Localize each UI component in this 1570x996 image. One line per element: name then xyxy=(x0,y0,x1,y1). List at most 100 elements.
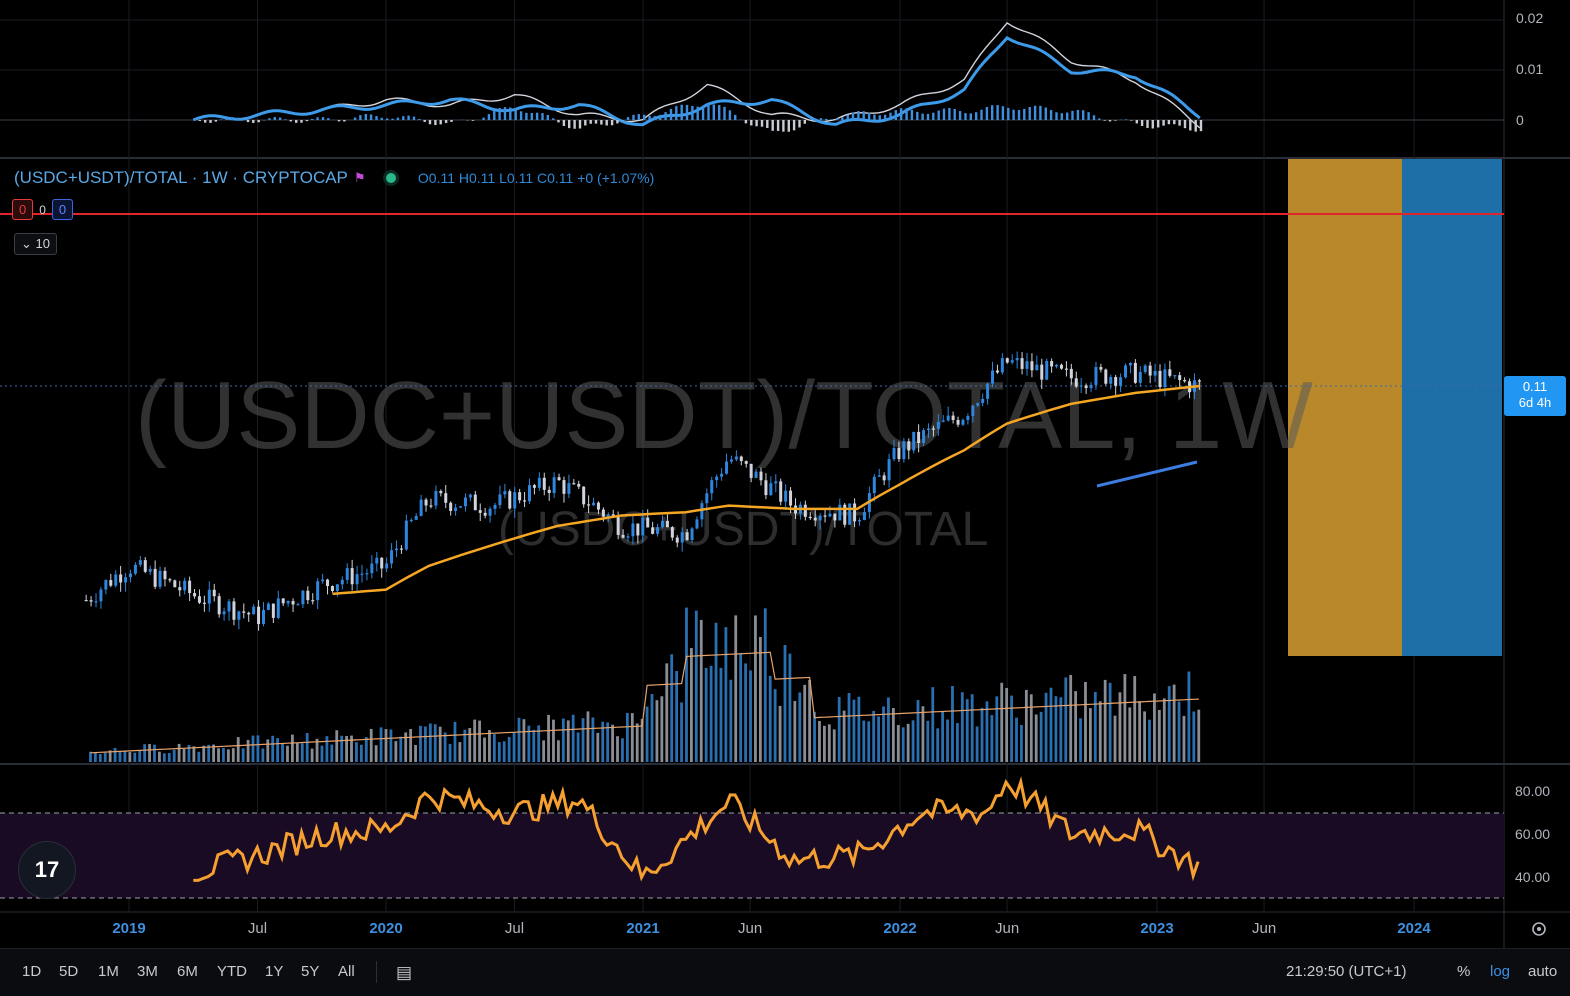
candle-body[interactable] xyxy=(562,480,565,494)
candle-body[interactable] xyxy=(232,601,235,619)
candle-body[interactable] xyxy=(952,416,955,420)
candle-body[interactable] xyxy=(149,569,152,572)
candle-body[interactable] xyxy=(631,524,634,537)
candle-body[interactable] xyxy=(558,477,561,480)
candle-body[interactable] xyxy=(257,607,260,624)
candle-body[interactable] xyxy=(390,550,393,563)
candle-body[interactable] xyxy=(784,491,787,502)
candle-body[interactable] xyxy=(1129,363,1132,365)
candle-body[interactable] xyxy=(134,565,137,574)
candle-body[interactable] xyxy=(1139,372,1142,383)
range-all-button[interactable]: All xyxy=(338,963,355,980)
candle-body[interactable] xyxy=(641,518,644,536)
candle-body[interactable] xyxy=(223,611,226,614)
log-scale-button[interactable]: log xyxy=(1490,963,1510,980)
candle-body[interactable] xyxy=(99,590,102,602)
candle-body[interactable] xyxy=(85,600,88,601)
candle-body[interactable] xyxy=(316,581,319,600)
candle-body[interactable] xyxy=(1134,363,1137,383)
candle-body[interactable] xyxy=(587,504,590,505)
candle-body[interactable] xyxy=(828,514,831,517)
candle-body[interactable] xyxy=(671,527,674,537)
candle-body[interactable] xyxy=(735,457,738,460)
candle-body[interactable] xyxy=(646,518,649,528)
candle-body[interactable] xyxy=(311,600,314,601)
candle-body[interactable] xyxy=(168,579,171,580)
candle-body[interactable] xyxy=(351,568,354,584)
candle-body[interactable] xyxy=(1149,366,1152,376)
candle-body[interactable] xyxy=(922,430,925,443)
candle-body[interactable] xyxy=(129,574,132,577)
candle-body[interactable] xyxy=(1158,371,1161,387)
candle-body[interactable] xyxy=(986,383,989,398)
price-axis[interactable] xyxy=(1504,0,1570,948)
range-ytd-button[interactable]: YTD xyxy=(217,963,247,980)
candle-body[interactable] xyxy=(1168,369,1171,375)
candle-body[interactable] xyxy=(691,528,694,540)
auto-scale-button[interactable]: auto xyxy=(1528,963,1557,980)
candle-body[interactable] xyxy=(218,596,221,614)
candle-body[interactable] xyxy=(622,535,625,538)
candle-body[interactable] xyxy=(198,596,201,602)
candle-body[interactable] xyxy=(375,558,378,564)
candle-body[interactable] xyxy=(1026,361,1029,369)
symbol-title[interactable]: (USDC+USDT)/TOTAL · 1W · CRYPTOCAP xyxy=(14,168,348,188)
candle-body[interactable] xyxy=(1163,369,1166,387)
candle-body[interactable] xyxy=(104,580,107,589)
candle-body[interactable] xyxy=(971,406,974,416)
candle-body[interactable] xyxy=(395,549,398,551)
candle-body[interactable] xyxy=(863,512,866,520)
candle-body[interactable] xyxy=(902,441,905,459)
candle-body[interactable] xyxy=(444,493,447,503)
candle-body[interactable] xyxy=(282,598,285,603)
candle-body[interactable] xyxy=(415,516,418,520)
candle-body[interactable] xyxy=(981,399,984,403)
range-5d-button[interactable]: 5D xyxy=(59,963,78,980)
candle-body[interactable] xyxy=(883,475,886,480)
candle-body[interactable] xyxy=(1173,375,1176,376)
candle-body[interactable] xyxy=(592,503,595,506)
candle-body[interactable] xyxy=(661,521,664,527)
candle-body[interactable] xyxy=(1055,365,1058,367)
candle-body[interactable] xyxy=(710,480,713,493)
range-6m-button[interactable]: 6M xyxy=(177,963,198,980)
tradingview-logo[interactable]: 17 xyxy=(18,841,76,899)
indicators-collapse-button[interactable]: ⌄ 10 xyxy=(14,233,57,255)
candle-body[interactable] xyxy=(730,459,733,461)
candle-body[interactable] xyxy=(513,492,516,508)
candle-body[interactable] xyxy=(425,500,428,506)
range-3m-button[interactable]: 3M xyxy=(137,963,158,980)
candle-body[interactable] xyxy=(193,593,196,596)
candle-body[interactable] xyxy=(567,483,570,494)
candle-body[interactable] xyxy=(1035,365,1038,371)
candle-body[interactable] xyxy=(1099,367,1102,370)
range-1d-button[interactable]: 1D xyxy=(22,963,41,980)
candle-body[interactable] xyxy=(760,472,763,481)
candle-body[interactable] xyxy=(1104,370,1107,384)
candle-body[interactable] xyxy=(824,515,827,516)
candle-body[interactable] xyxy=(917,432,920,443)
flag-icon[interactable]: ⚑ xyxy=(354,172,366,184)
candle-body[interactable] xyxy=(966,416,969,420)
candle-body[interactable] xyxy=(95,601,98,602)
candle-body[interactable] xyxy=(494,505,497,509)
candle-body[interactable] xyxy=(1060,365,1063,369)
candle-body[interactable] xyxy=(1040,365,1043,380)
candle-body[interactable] xyxy=(755,472,758,478)
candle-body[interactable] xyxy=(1114,377,1117,386)
candle-body[interactable] xyxy=(370,564,373,574)
candle-body[interactable] xyxy=(961,420,964,425)
candle-body[interactable] xyxy=(1094,367,1097,385)
candle-body[interactable] xyxy=(888,459,891,480)
candle-body[interactable] xyxy=(1045,361,1048,380)
candle-body[interactable] xyxy=(1183,380,1186,381)
candle-body[interactable] xyxy=(301,591,304,604)
candle-body[interactable] xyxy=(627,536,630,537)
candle-body[interactable] xyxy=(804,505,807,517)
candle-body[interactable] xyxy=(203,603,206,604)
candle-body[interactable] xyxy=(819,515,822,520)
candle-body[interactable] xyxy=(503,491,506,494)
candle-body[interactable] xyxy=(1085,385,1088,388)
candle-body[interactable] xyxy=(700,503,703,519)
